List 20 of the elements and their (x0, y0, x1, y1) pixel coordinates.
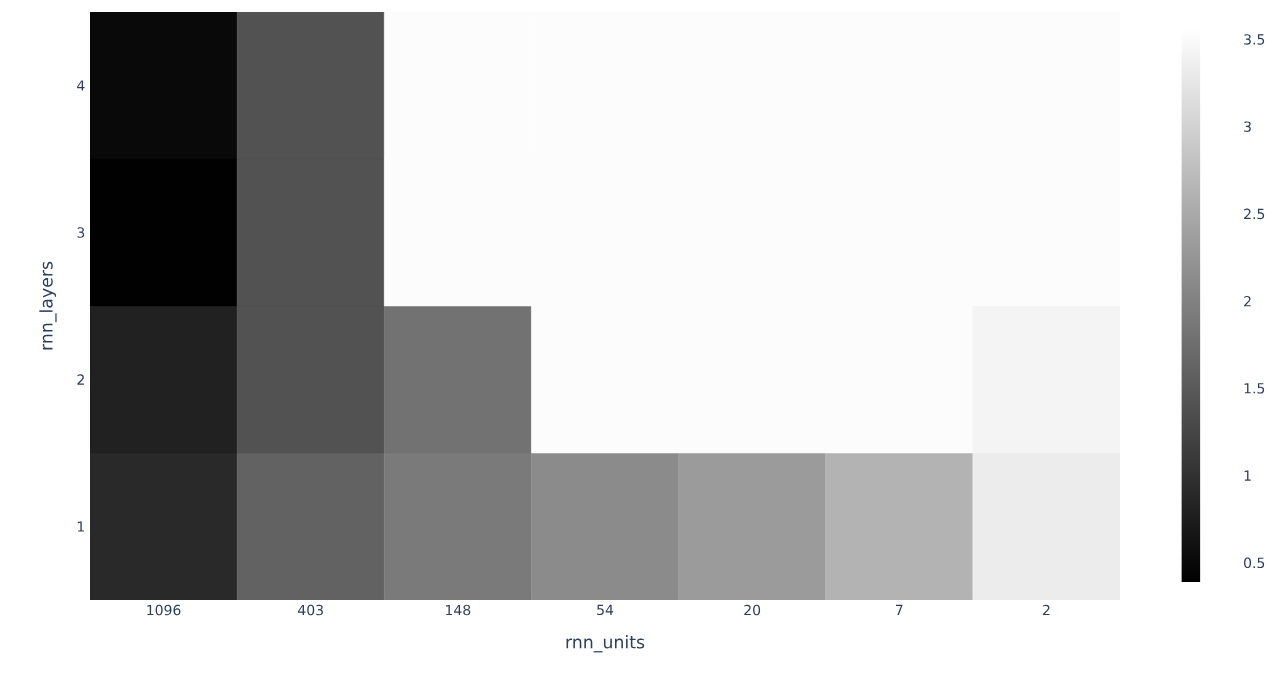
color-bar-label: 3.5 (1244, 34, 1265, 45)
y-axis-title: rnn_layers (39, 261, 57, 350)
x-tick-label: 148 (446, 604, 471, 616)
color-bar-label: 1.5 (1244, 383, 1265, 394)
color-bar-label: 3 (1244, 121, 1251, 132)
x-tick-label: 2 (1043, 604, 1050, 616)
y-tick-label: 3 (77, 227, 85, 238)
y-tick-label: 4 (77, 80, 85, 91)
color-bar-label: 0.5 (1244, 557, 1265, 569)
color-bar-label: 2.5 (1244, 208, 1265, 220)
x-tick-label: 1096 (147, 604, 181, 616)
y-tick-label: 1 (77, 521, 84, 532)
x-tick-label: 54 (597, 604, 614, 616)
x-tick-label: 403 (298, 604, 323, 616)
x-tick-label: 20 (744, 604, 761, 616)
y-tick-label: 2 (77, 374, 84, 385)
color-bar-label: 1 (1244, 470, 1251, 481)
color-bar-label: 2 (1244, 295, 1251, 307)
x-tick-label: 7 (895, 604, 903, 615)
x-axis-title: rnn_units (566, 635, 645, 653)
